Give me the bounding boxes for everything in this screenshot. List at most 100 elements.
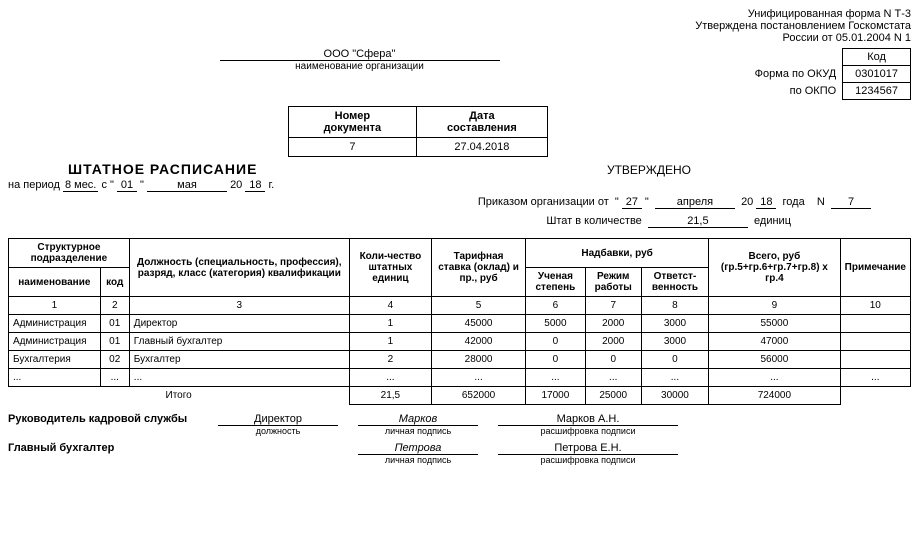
table-cell bbox=[840, 315, 910, 333]
table-cell: 3000 bbox=[641, 333, 708, 351]
totals-a3: 30000 bbox=[641, 387, 708, 405]
table-cell: 02 bbox=[100, 351, 129, 369]
period-prefix: на период bbox=[8, 179, 60, 191]
table-cell: ... bbox=[129, 369, 349, 387]
totals-label: Итого bbox=[9, 387, 350, 405]
order-goda: года bbox=[783, 196, 805, 208]
table-cell: 56000 bbox=[709, 351, 841, 369]
decoded-caption-1: расшифровка подписи bbox=[498, 426, 678, 436]
sign-caption-1: личная подпись bbox=[358, 426, 478, 436]
table-cell: 28000 bbox=[432, 351, 526, 369]
approved-label: УТВЕРЖДЕНО bbox=[607, 163, 691, 177]
table-row: Администрация01Директор14500050002000300… bbox=[9, 315, 911, 333]
acc-decoded: Петрова Е.Н. bbox=[498, 442, 678, 455]
th-resp: Ответст-венность bbox=[641, 268, 708, 297]
okud-value: 0301017 bbox=[843, 66, 911, 83]
order-n: N bbox=[817, 196, 825, 208]
signatures: Руководитель кадровой службы Директор до… bbox=[8, 413, 911, 465]
th-struct: Структурное подразделение bbox=[9, 239, 130, 268]
kod-header: Код bbox=[843, 49, 911, 66]
table-cell: ... bbox=[349, 369, 431, 387]
period-months: 8 мес. bbox=[63, 179, 98, 192]
staff-units: единиц bbox=[754, 215, 791, 227]
period-suffix: г. bbox=[268, 179, 274, 191]
decoded-caption-2: расшифровка подписи bbox=[498, 455, 678, 465]
header-line3: России от 05.01.2004 N 1 bbox=[8, 32, 911, 44]
org-name: ООО "Сфера" bbox=[220, 48, 500, 61]
table-cell: ... bbox=[100, 369, 129, 387]
th-code: код bbox=[100, 268, 129, 297]
pos-caption: должность bbox=[218, 426, 338, 436]
colnum-8: 8 bbox=[641, 297, 708, 315]
th-degree: Ученая степень bbox=[526, 268, 586, 297]
staff-value: 21,5 bbox=[648, 215, 748, 228]
totals-note bbox=[840, 387, 910, 405]
colnum-10: 10 bbox=[840, 297, 910, 315]
table-cell: 0 bbox=[641, 351, 708, 369]
main-title: ШТАТНОЕ РАСПИСАНИЕ bbox=[68, 161, 257, 177]
table-cell: ... bbox=[641, 369, 708, 387]
doc-date-label: Дата составления bbox=[416, 107, 547, 138]
th-allowances: Надбавки, руб bbox=[526, 239, 709, 268]
colnum-2: 2 bbox=[100, 297, 129, 315]
table-cell: 01 bbox=[100, 315, 129, 333]
table-row: Администрация01Главный бухгалтер14200002… bbox=[9, 333, 911, 351]
okpo-label: по ОКПО bbox=[743, 83, 843, 100]
totals-rate: 652000 bbox=[432, 387, 526, 405]
table-cell: ... bbox=[526, 369, 586, 387]
totals-total: 724000 bbox=[709, 387, 841, 405]
hr-position: Директор bbox=[218, 413, 338, 426]
order-month: апреля bbox=[655, 196, 735, 209]
table-cell: 01 bbox=[100, 333, 129, 351]
table-cell: Бухгалтерия bbox=[9, 351, 101, 369]
table-cell: 3000 bbox=[641, 315, 708, 333]
table-cell: 47000 bbox=[709, 333, 841, 351]
hr-label: Руководитель кадровой службы bbox=[8, 413, 208, 425]
table-cell: 0 bbox=[526, 333, 586, 351]
totals-qty: 21,5 bbox=[349, 387, 431, 405]
order-yp: 20 bbox=[741, 196, 753, 208]
order-q1: " bbox=[615, 196, 619, 208]
table-cell: ... bbox=[432, 369, 526, 387]
th-name: наименование bbox=[9, 268, 101, 297]
period-year: 18 bbox=[245, 179, 265, 192]
colnum-9: 9 bbox=[709, 297, 841, 315]
period-yp: 20 bbox=[230, 179, 242, 191]
table-cell: 2000 bbox=[585, 315, 641, 333]
colnum-1: 1 bbox=[9, 297, 101, 315]
table-cell: Администрация bbox=[9, 315, 101, 333]
table-cell: ... bbox=[709, 369, 841, 387]
sign-caption-2: личная подпись bbox=[358, 455, 478, 465]
order-prefix: Приказом организации от bbox=[478, 196, 609, 208]
order-year: 18 bbox=[756, 196, 776, 209]
table-cell: Главный бухгалтер bbox=[129, 333, 349, 351]
period-row: на период 8 мес. с " 01 " мая 20 18 г. bbox=[8, 179, 911, 192]
table-cell: ... bbox=[9, 369, 101, 387]
acc-label: Главный бухгалтер bbox=[8, 442, 208, 454]
table-cell: 2000 bbox=[585, 333, 641, 351]
table-cell: 45000 bbox=[432, 315, 526, 333]
okpo-value: 1234567 bbox=[843, 83, 911, 100]
th-position: Должность (специальность, профессия), ра… bbox=[129, 239, 349, 297]
org-caption: наименование организации bbox=[8, 61, 711, 72]
order-num: 7 bbox=[831, 196, 871, 209]
colnum-4: 4 bbox=[349, 297, 431, 315]
th-qty: Коли-чество штатных единиц bbox=[349, 239, 431, 297]
table-cell: 42000 bbox=[432, 333, 526, 351]
th-total: Всего, руб (гр.5+гр.6+гр.7+гр.8) х гр.4 bbox=[709, 239, 841, 297]
staff-prefix: Штат в количестве bbox=[546, 215, 641, 227]
colnum-5: 5 bbox=[432, 297, 526, 315]
order-day: 27 bbox=[622, 196, 642, 209]
table-cell: 1 bbox=[349, 333, 431, 351]
table-cell: 1 bbox=[349, 315, 431, 333]
form-header: Унифицированная форма N Т-3 Утверждена п… bbox=[8, 8, 911, 44]
doc-num-label: Номер документа bbox=[289, 107, 417, 138]
header-line1: Унифицированная форма N Т-3 bbox=[8, 8, 911, 20]
colnum-3: 3 bbox=[129, 297, 349, 315]
doc-date-value: 27.04.2018 bbox=[416, 138, 547, 157]
period-day: 01 bbox=[117, 179, 137, 192]
order-row: Приказом организации от " 27 " апреля 20… bbox=[8, 196, 911, 209]
doc-num-value: 7 bbox=[289, 138, 417, 157]
doc-meta: Номер документа Дата составления 7 27.04… bbox=[288, 106, 548, 157]
acc-sign: Петрова bbox=[358, 442, 478, 455]
